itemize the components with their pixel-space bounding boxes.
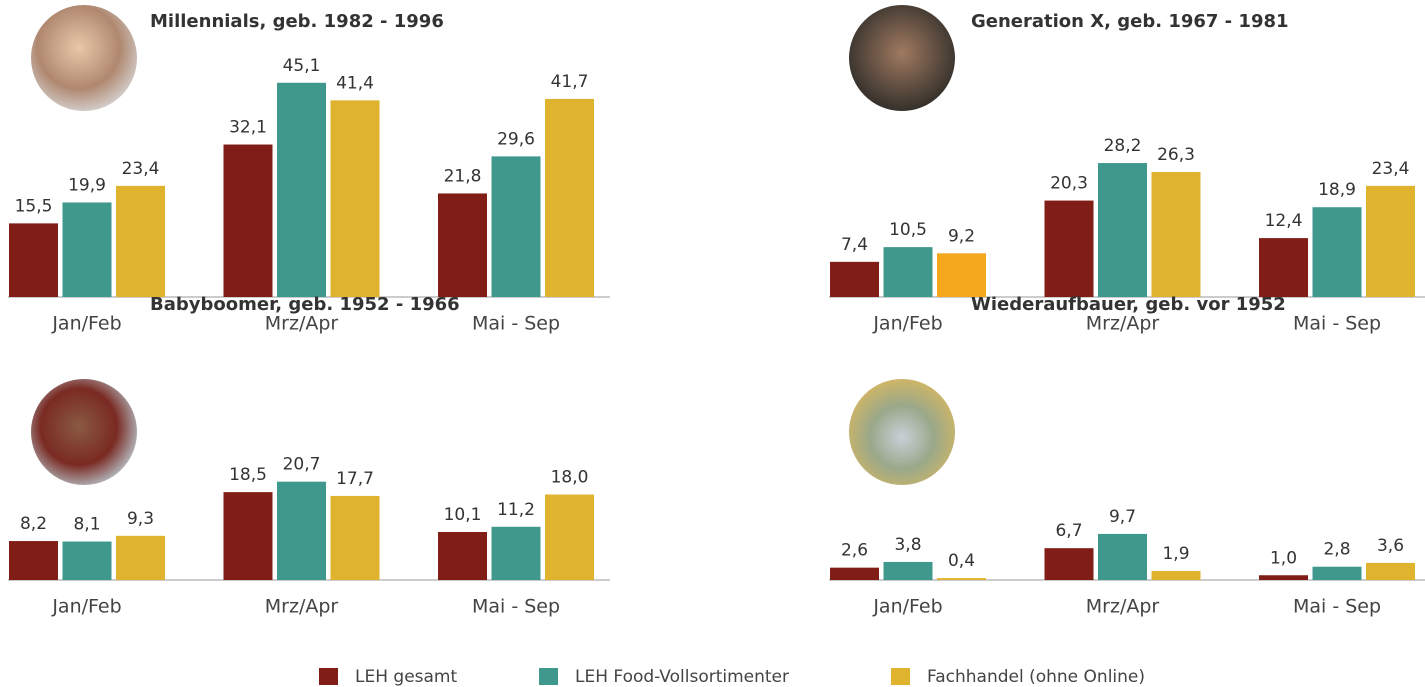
bar [116, 186, 165, 297]
value-label: 20,3 [1050, 174, 1088, 194]
bar [277, 83, 326, 297]
x-tick-label: Jan/Feb [872, 313, 942, 335]
x-tick-label: Mrz/Apr [265, 313, 339, 335]
bar [1259, 238, 1308, 297]
value-label: 15,5 [15, 196, 53, 216]
x-tick-label: Mrz/Apr [1086, 313, 1160, 335]
bar [545, 99, 594, 297]
bar [63, 542, 112, 580]
value-label: 3,6 [1377, 536, 1404, 556]
bar [830, 568, 879, 580]
bar [1098, 534, 1147, 580]
value-label: 18,0 [551, 468, 589, 488]
x-tick-label: Jan/Feb [51, 313, 121, 335]
bar [937, 253, 986, 297]
value-label: 20,7 [283, 455, 321, 475]
value-label: 0,4 [948, 551, 975, 571]
legend-swatch [891, 668, 910, 685]
legend-label: Fachhandel (ohne Online) [927, 667, 1145, 687]
bar [884, 247, 933, 297]
value-label: 21,8 [444, 166, 482, 186]
photo [849, 379, 955, 485]
value-label: 11,2 [497, 500, 535, 520]
chart: Millennials, geb. 1982 - 1996 Jan/Feb 15,5… [0, 0, 1425, 687]
bar [438, 532, 487, 580]
value-label: 10,5 [889, 220, 927, 240]
bar [1152, 172, 1201, 297]
photo [31, 379, 137, 485]
value-label: 12,4 [1265, 211, 1303, 231]
x-tick-label: Jan/Feb [51, 596, 121, 618]
bar [1313, 207, 1362, 297]
bar [884, 562, 933, 580]
bar [1045, 201, 1094, 297]
legend-label: LEH gesamt [355, 667, 457, 687]
x-tick-label: Mrz/Apr [265, 596, 339, 618]
value-label: 9,2 [948, 226, 975, 246]
bar [1259, 575, 1308, 580]
value-label: 1,9 [1162, 544, 1189, 564]
value-label: 28,2 [1104, 136, 1142, 156]
value-label: 8,1 [73, 515, 100, 535]
x-tick-label: Mai - Sep [472, 596, 560, 618]
bar [116, 536, 165, 580]
legend-swatch [319, 668, 338, 685]
x-tick-label: Jan/Feb [872, 596, 942, 618]
bar [937, 578, 986, 580]
value-label: 2,8 [1323, 540, 1350, 560]
bar [331, 100, 380, 297]
value-label: 26,3 [1157, 145, 1195, 165]
value-label: 10,1 [444, 505, 482, 525]
bar [438, 193, 487, 297]
bar [492, 527, 541, 580]
bar [9, 541, 58, 580]
bar [277, 482, 326, 580]
chart-title: Wiederaufbauer, geb. vor 1952 [971, 294, 1286, 315]
value-label: 8,2 [20, 514, 47, 534]
bar [9, 223, 58, 297]
bar [1366, 186, 1415, 297]
value-label: 6,7 [1055, 521, 1082, 541]
x-tick-label: Mai - Sep [472, 313, 560, 335]
bar [224, 492, 273, 580]
legend-label: LEH Food-Vollsortimenter [575, 667, 789, 687]
chart-title: Generation X, geb. 1967 - 1981 [971, 11, 1289, 32]
chart-title: Babyboomer, geb. 1952 - 1966 [150, 294, 460, 315]
value-label: 7,4 [841, 235, 868, 255]
bar [1366, 563, 1415, 580]
value-label: 45,1 [283, 56, 321, 76]
bar [1152, 571, 1201, 580]
photo [849, 5, 955, 111]
value-label: 23,4 [122, 159, 160, 179]
value-label: 32,1 [229, 118, 267, 138]
bar [63, 202, 112, 297]
value-label: 9,7 [1109, 507, 1136, 527]
x-tick-label: Mrz/Apr [1086, 596, 1160, 618]
value-label: 19,9 [68, 175, 106, 195]
value-label: 3,8 [894, 535, 921, 555]
bar [224, 145, 273, 297]
x-tick-label: Mai - Sep [1293, 596, 1381, 618]
bar [1045, 548, 1094, 580]
bar [331, 496, 380, 580]
value-label: 18,5 [229, 465, 267, 485]
chart-title: Millennials, geb. 1982 - 1996 [150, 11, 444, 32]
x-tick-label: Mai - Sep [1293, 313, 1381, 335]
value-label: 18,9 [1318, 180, 1356, 200]
value-label: 2,6 [841, 541, 868, 561]
value-label: 29,6 [497, 129, 535, 149]
value-label: 23,4 [1372, 159, 1410, 179]
photo [31, 5, 137, 111]
bar [1098, 163, 1147, 297]
bar [1313, 567, 1362, 580]
bar [545, 495, 594, 581]
legend-swatch [539, 668, 558, 685]
value-label: 17,7 [336, 469, 374, 489]
bar [830, 262, 879, 297]
bar [492, 156, 541, 297]
value-label: 41,7 [551, 72, 589, 92]
value-label: 9,3 [127, 509, 154, 529]
value-label: 41,4 [336, 73, 374, 93]
value-label: 1,0 [1270, 548, 1297, 568]
